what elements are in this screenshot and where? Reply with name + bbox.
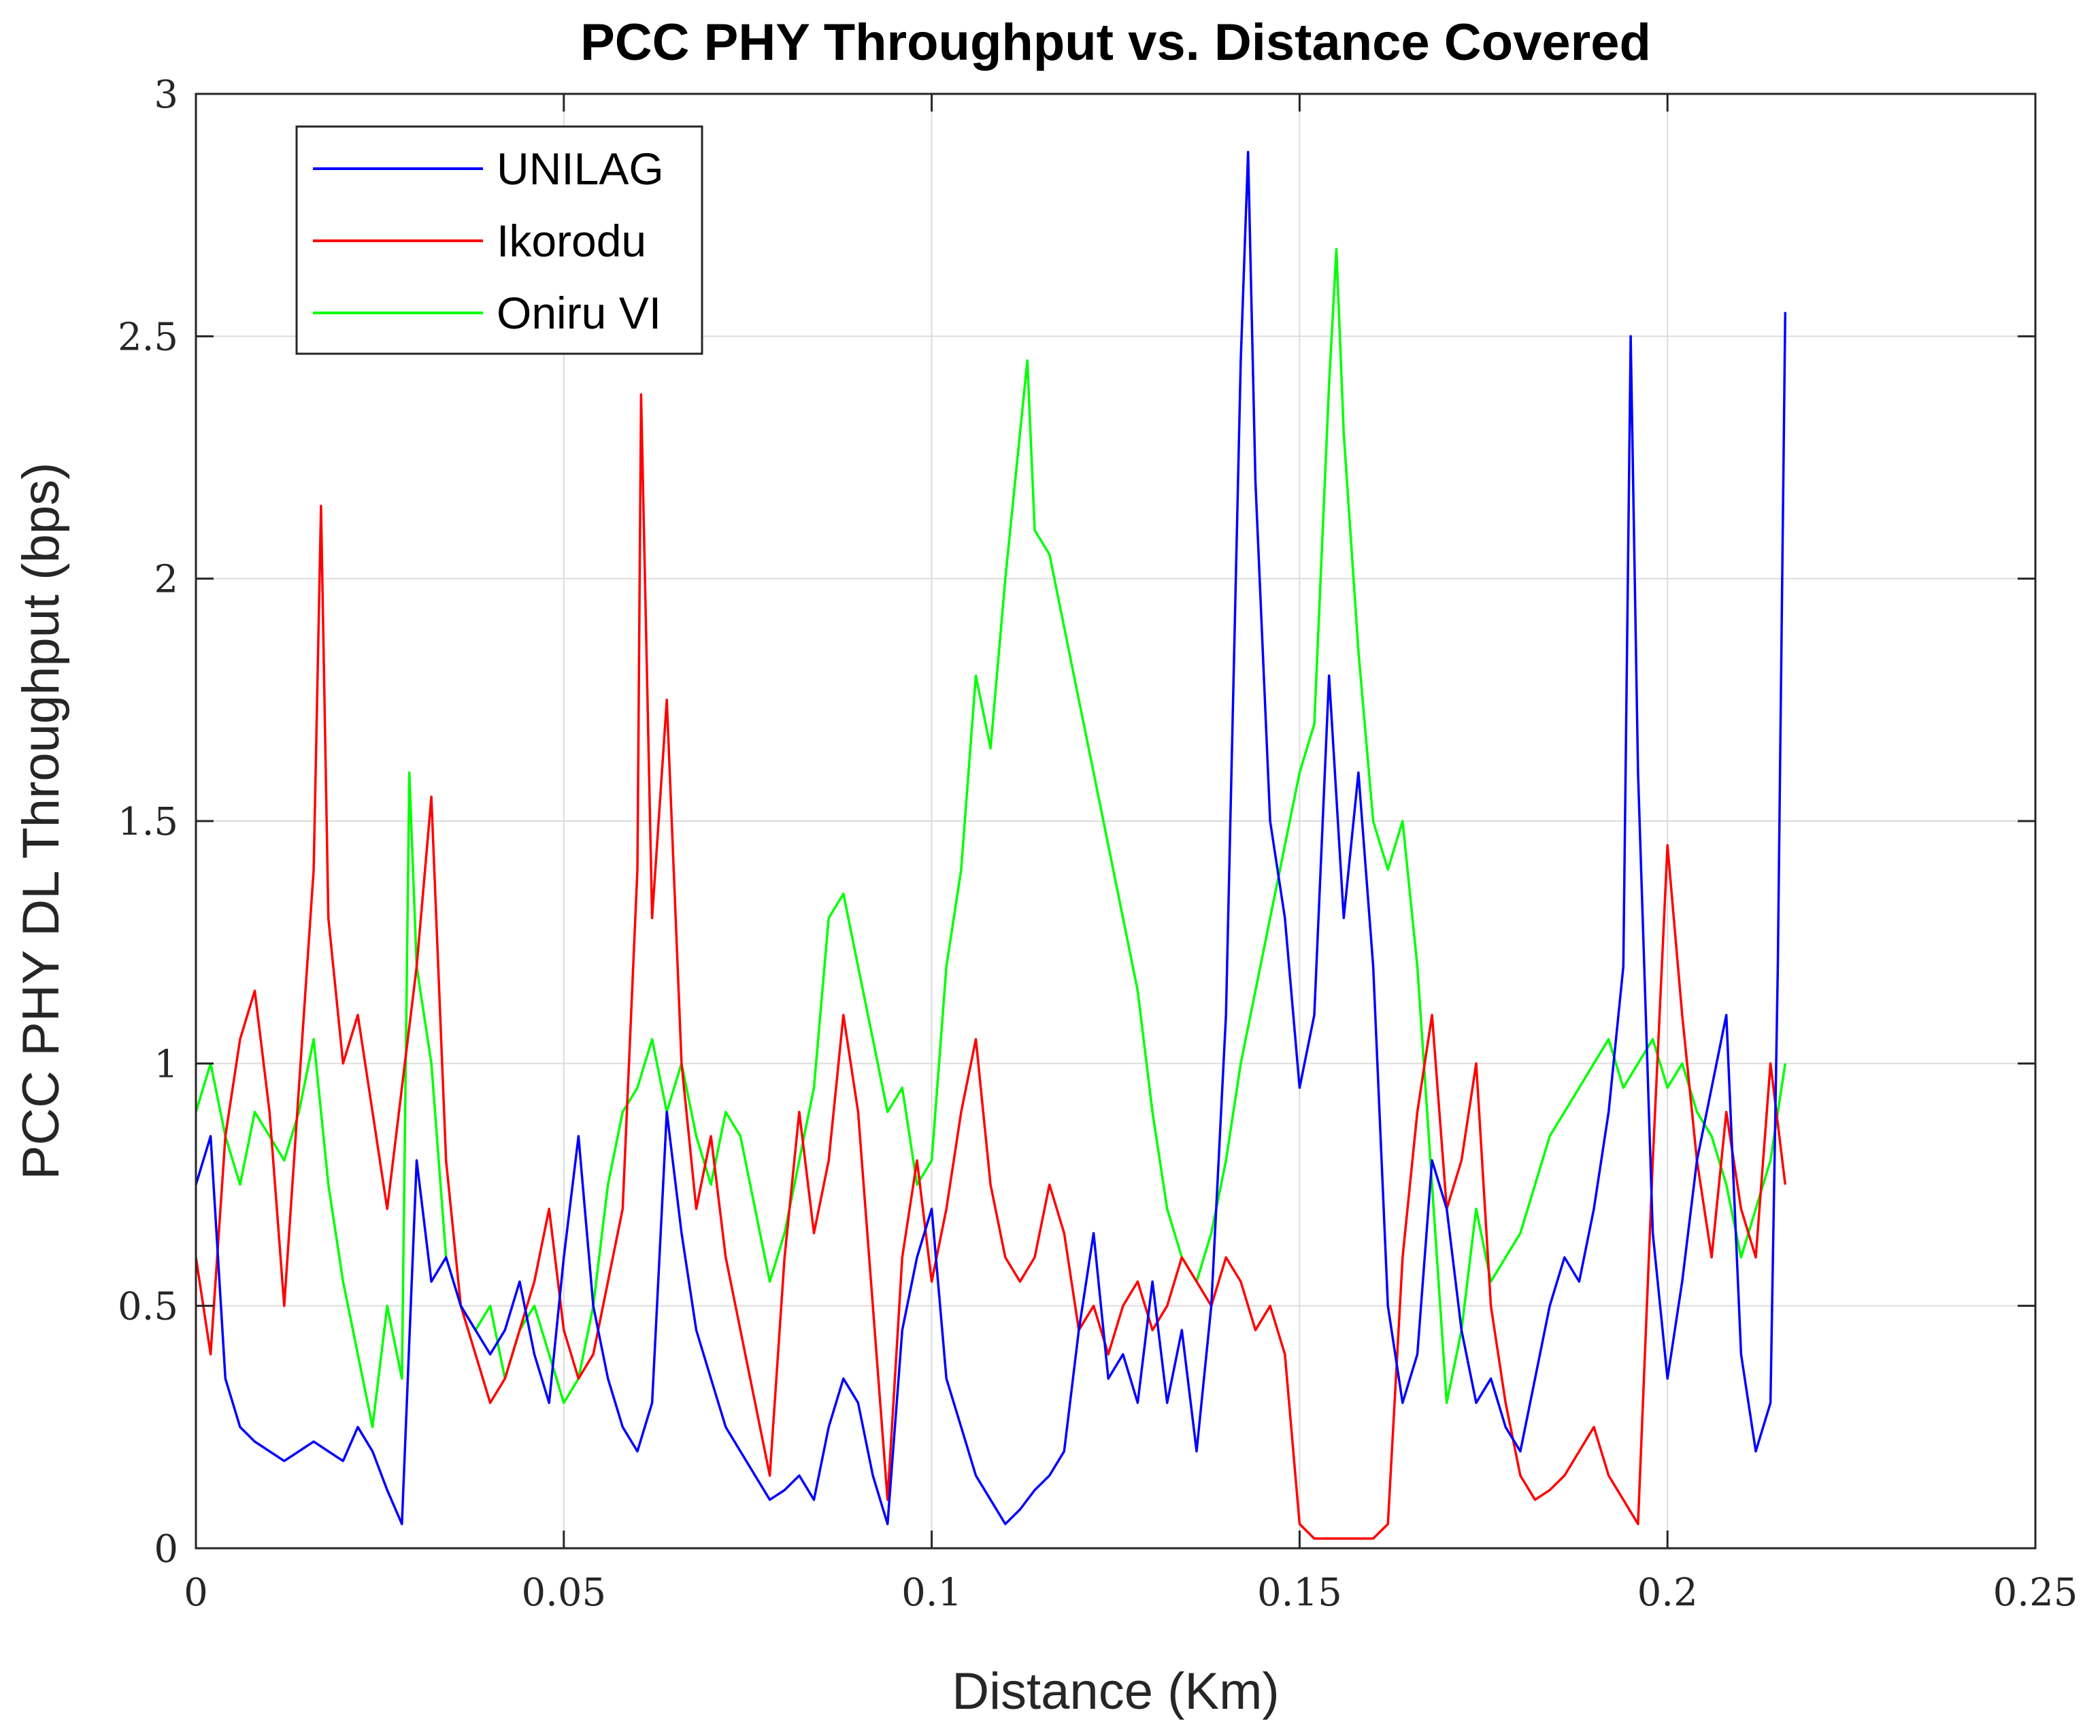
legend: UNILAG Ikorodu Oniru VI <box>295 125 703 355</box>
x-tick-label: 0.2 <box>1637 1571 1698 1615</box>
y-tick-label: 0.5 <box>118 1285 178 1329</box>
ticks: 0 0.05 0.1 0.15 0.2 0.25 0 0.5 1 1.5 2 2.5 3 <box>118 73 2078 1615</box>
chart-title: PCC PHY Throughput vs. Distance Covered <box>580 14 1651 71</box>
grid <box>196 94 2035 1548</box>
x-tick-label: 0.1 <box>901 1571 962 1615</box>
x-axis-label: Distance (Km) <box>952 1663 1279 1720</box>
series-lines <box>195 150 1787 1540</box>
legend-label: Ikorodu <box>497 216 646 266</box>
x-tick-label: 0.25 <box>1993 1571 2078 1615</box>
x-tick-label: 0.05 <box>521 1571 606 1615</box>
y-tick-label: 2.5 <box>118 315 178 359</box>
y-tick-label: 0 <box>154 1527 178 1571</box>
y-axis-label: PCC PHY DL Throughput (bps) <box>12 463 70 1180</box>
legend-label: Oniru VI <box>497 288 661 338</box>
y-tick-label: 1.5 <box>118 800 178 844</box>
y-tick-label: 2 <box>154 558 178 602</box>
y-tick-label: 3 <box>154 73 178 117</box>
y-tick-label: 1 <box>154 1042 178 1086</box>
x-tick-label: 0 <box>184 1571 208 1615</box>
series-line-unilag <box>195 150 1787 1526</box>
x-tick-label: 0.15 <box>1257 1571 1342 1615</box>
legend-label: UNILAG <box>497 144 664 194</box>
series-line-ikorodu <box>195 393 1787 1540</box>
